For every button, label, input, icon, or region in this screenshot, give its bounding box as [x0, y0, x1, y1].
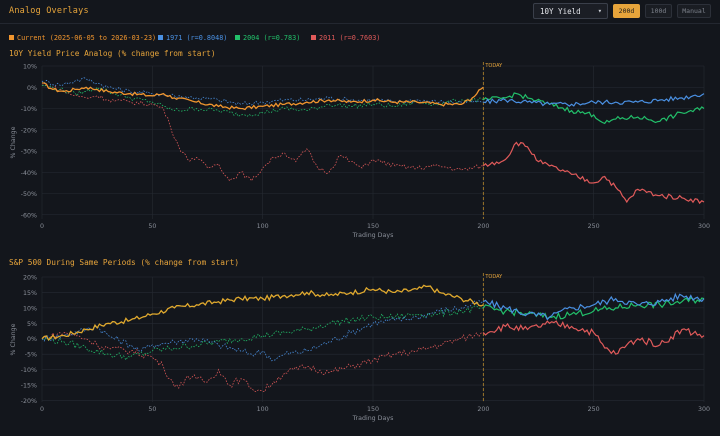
window-200d-button[interactable]: 200d [613, 4, 640, 18]
legend-swatch [235, 34, 240, 40]
series-line-1971-projection [482, 292, 705, 321]
window-manual-button[interactable]: Manual [677, 4, 711, 18]
window-100d-button[interactable]: 100d [645, 4, 672, 18]
series-line-current [42, 82, 484, 111]
series-line-1971-history [41, 299, 484, 362]
series-line-2004-history [41, 305, 484, 361]
y-tick-label: 0% [27, 336, 37, 343]
x-tick-label: 300 [698, 406, 710, 413]
x-tick-label: 0 [40, 406, 44, 413]
y-tick-label: 10% [23, 305, 37, 312]
y-tick-label: -40% [21, 170, 37, 177]
x-tick-label: 300 [698, 223, 710, 230]
legend-label: 2004 (r=0.783) [243, 34, 301, 42]
x-tick-label: 250 [588, 406, 600, 413]
x-tick-label: 250 [588, 223, 600, 230]
legend-label: 1971 (r=0.8048) [166, 34, 228, 42]
x-tick-label: 100 [257, 406, 269, 413]
series-line-2011-projection [482, 141, 705, 205]
y-axis-label: % Change [10, 126, 17, 158]
y-tick-label: -60% [21, 212, 37, 219]
x-tick-label: 50 [148, 406, 156, 413]
x-tick-label: 100 [257, 223, 269, 230]
x-tick-label: 200 [477, 223, 489, 230]
today-label: TODAY [484, 63, 503, 69]
instrument-select-value: 10Y Yield [540, 7, 581, 16]
legend-item-1971[interactable]: 1971 (r=0.8048) [158, 34, 227, 42]
legend-item-2011[interactable]: 2011 (r=0.7603) [311, 34, 380, 42]
header-bar: Analog Overlays 10Y Yield ▾ 200d 100d Ma… [0, 0, 720, 24]
y-tick-label: -10% [21, 367, 37, 374]
y-tick-label: -30% [21, 149, 37, 156]
y-tick-label: -5% [25, 352, 37, 359]
y-tick-label: 5% [27, 321, 37, 328]
legend-item-current[interactable]: Current (2025-06-05 to 2026-03-23) [9, 34, 156, 42]
series-line-2011-history [41, 331, 484, 393]
x-tick-label: 50 [148, 223, 156, 230]
y-tick-label: 15% [23, 290, 37, 297]
series-line-2011-projection [482, 320, 705, 355]
series-line-2004-history [41, 84, 484, 117]
y-tick-label: -15% [21, 383, 37, 390]
instrument-select[interactable]: 10Y Yield ▾ [533, 3, 608, 19]
y-tick-label: 10% [23, 64, 37, 71]
legend-label: Current (2025-06-05 to 2026-03-23) [17, 34, 157, 42]
chevron-down-icon: ▾ [597, 7, 602, 15]
spx-analog-chart: 20% 15% 10% 5% 0% -5% -10% -15% -20%0 50 100 150 200… [10, 273, 710, 422]
x-axis-label: Trading Days [352, 232, 394, 239]
chart-title-yield: 10Y Yield Price Analog (% change from st… [9, 49, 216, 58]
page-title: Analog Overlays [9, 6, 89, 16]
today-label: TODAY [484, 274, 503, 280]
y-tick-label: -20% [21, 398, 37, 405]
y-axis-label: % Change [10, 323, 17, 355]
series-line-2011-history [42, 84, 484, 182]
series-line-1971-history [41, 77, 484, 106]
y-tick-label: -50% [21, 191, 37, 198]
legend-swatch [158, 34, 163, 40]
y-tick-label: -20% [21, 127, 37, 134]
x-tick-label: 200 [477, 406, 489, 413]
yield-analog-chart: 10% 0% -10% -20% -30% -40% -50% -60%0 50 100 150 20… [10, 62, 710, 239]
chart-title-spx: S&P 500 During Same Periods (% change fr… [9, 258, 240, 267]
x-axis-label: Trading Days [352, 415, 394, 422]
y-tick-label: -10% [21, 106, 37, 113]
x-tick-label: 0 [40, 223, 44, 230]
legend-swatch [9, 34, 14, 40]
series-line-1971-projection [483, 93, 705, 107]
series-line-current [41, 284, 484, 341]
series-line-2004-projection [482, 92, 705, 125]
legend-label: 2011 (r=0.7603) [319, 34, 381, 42]
y-tick-label: 0% [27, 85, 37, 92]
legend-swatch [311, 34, 316, 40]
series-line-2004-projection [482, 296, 705, 321]
x-tick-label: 150 [367, 406, 379, 413]
legend-item-2004[interactable]: 2004 (r=0.783) [235, 34, 300, 42]
x-tick-label: 150 [367, 223, 379, 230]
y-tick-label: 20% [23, 275, 37, 282]
